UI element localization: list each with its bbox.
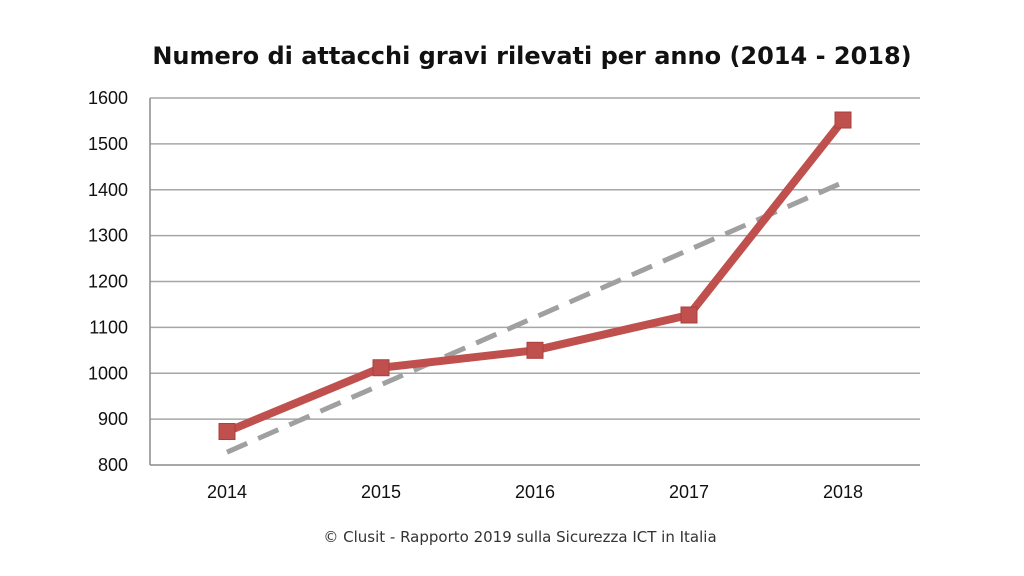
x-tick-label: 2018 — [823, 482, 863, 502]
y-tick-label: 1000 — [88, 363, 128, 383]
data-point-2017 — [680, 306, 698, 324]
x-tick-label: 2015 — [361, 482, 401, 502]
y-tick-label: 900 — [98, 409, 128, 429]
y-tick-label: 1500 — [88, 134, 128, 154]
y-tick-label: 1300 — [88, 226, 128, 246]
data-point-2018 — [834, 111, 852, 129]
x-tick-label: 2017 — [669, 482, 709, 502]
gridlines — [149, 97, 920, 466]
series — [218, 111, 852, 441]
y-tick-label: 1100 — [89, 317, 128, 337]
x-tick-label: 2016 — [515, 482, 555, 502]
y-tick-label: 800 — [98, 455, 128, 475]
series-line — [225, 117, 847, 436]
x-tick-label: 2014 — [207, 482, 247, 502]
y-tick-label: 1200 — [88, 272, 128, 292]
y-tick-label: 1400 — [88, 180, 128, 200]
data-point-2015 — [372, 359, 390, 377]
y-tick-label: 1600 — [88, 88, 128, 108]
trendline — [225, 180, 845, 455]
trendline-path — [225, 180, 845, 455]
copyright-footer: © Clusit - Rapporto 2019 sulla Sicurezza… — [323, 528, 716, 546]
chart-title: Numero di attacchi gravi rilevati per an… — [152, 42, 911, 70]
y-axis-ticks: 800 900 1000 1100 1200 1300 1400 1500 1600 — [88, 88, 128, 475]
data-point-2016 — [526, 341, 544, 359]
data-point-2014 — [218, 423, 236, 441]
x-axis-ticks: 2014 2015 2016 2017 2018 — [207, 482, 863, 502]
